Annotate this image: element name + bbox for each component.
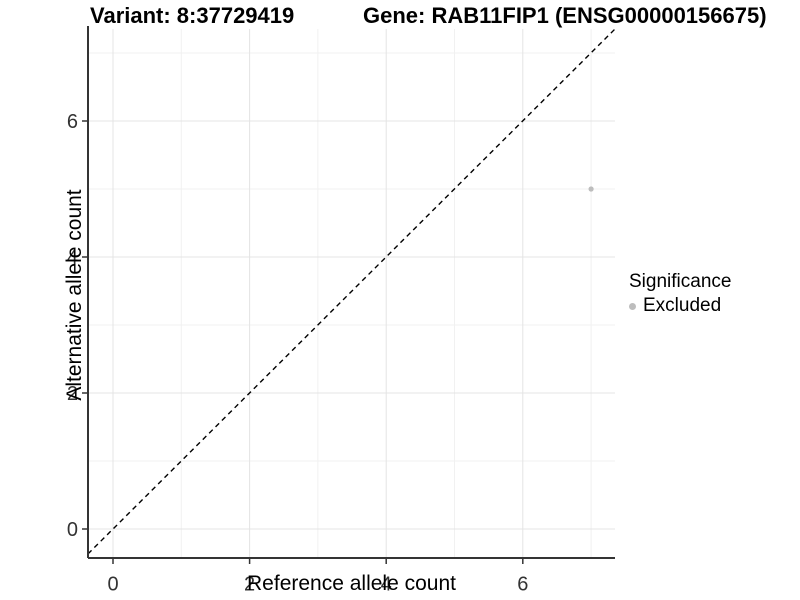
y-tick-label: 0	[67, 519, 78, 541]
identity-line	[87, 28, 616, 555]
y-axis-title: Alternative allele count	[63, 189, 86, 401]
x-tick-label: 6	[517, 574, 528, 596]
x-tick-label: 2	[244, 574, 255, 596]
legend-title: Significance	[629, 271, 732, 292]
y-tick-label: 6	[67, 111, 78, 133]
legend-item-label: Excluded	[643, 295, 722, 316]
legend-item-excluded: Excluded	[629, 295, 731, 317]
gene-title: Gene: RAB11FIP1 (ENSG00000156675)	[363, 3, 767, 28]
x-tick-label: 4	[381, 574, 392, 596]
y-tick-label: 4	[67, 247, 78, 269]
data-point	[588, 186, 594, 192]
legend: Significance Excluded	[629, 271, 731, 317]
x-axis-title: Reference allele count	[247, 572, 456, 595]
x-tick-label: 0	[107, 574, 118, 596]
variant-title: Variant: 8:37729419	[90, 3, 295, 28]
legend-point-icon	[629, 302, 636, 310]
y-tick-label: 2	[67, 383, 78, 405]
